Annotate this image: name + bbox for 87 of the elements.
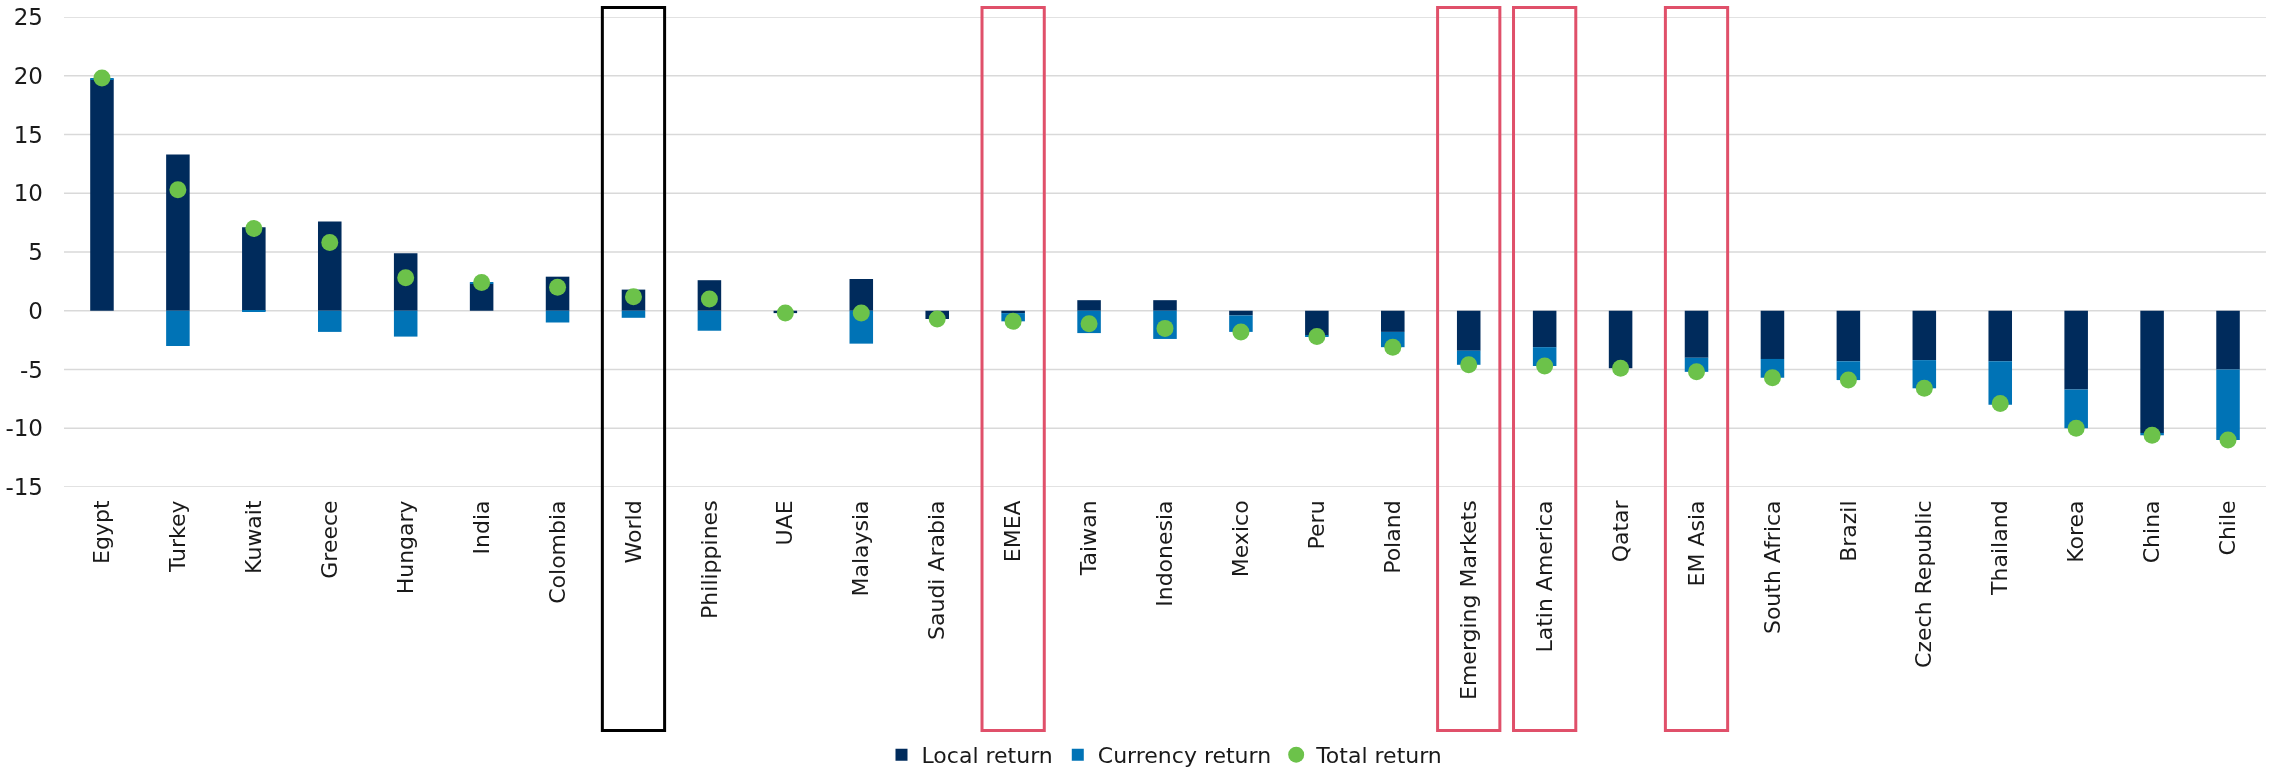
- x-tick-label: South Africa: [1759, 500, 1785, 635]
- point: [1612, 359, 1630, 377]
- point: [852, 304, 870, 322]
- x-tick-label: Taiwan: [1076, 500, 1102, 577]
- x-tick-label: EM Asia: [1683, 500, 1709, 587]
- bar: [1760, 310, 1785, 359]
- bar: [242, 227, 266, 311]
- x-tick-label: Latin America: [1531, 500, 1557, 653]
- x-tick-label: Mexico: [1228, 500, 1254, 578]
- x-tick-label: Poland: [1379, 500, 1405, 574]
- bar: [1456, 310, 1481, 351]
- bar: [1077, 300, 1101, 311]
- point: [1688, 363, 1706, 381]
- point: [2067, 419, 2085, 437]
- point: [1763, 369, 1781, 387]
- point: [1460, 356, 1478, 374]
- bar: [2216, 310, 2240, 370]
- x-tick-label: Thailand: [1987, 500, 2013, 596]
- x-tick-label: Emerging Markets: [1455, 500, 1481, 700]
- x-tick-label: Korea: [2063, 500, 2089, 563]
- point: [2143, 426, 2161, 444]
- x-tick-label: Qatar: [1607, 499, 1633, 563]
- bar: [545, 310, 570, 323]
- x-tick-label: Kuwait: [240, 500, 266, 574]
- point: [776, 304, 794, 322]
- point: [93, 69, 111, 87]
- y-tick-label: 20: [13, 62, 43, 89]
- y-tick-label: 25: [13, 4, 43, 31]
- y-tick-label: -10: [5, 415, 43, 442]
- bar: [317, 310, 342, 332]
- x-tick-label: Saudi Arabia: [924, 500, 950, 641]
- bar: [621, 310, 646, 318]
- bar: [90, 79, 114, 311]
- y-tick-label: 10: [13, 180, 43, 207]
- x-tick-label: Chile: [2215, 500, 2241, 556]
- point: [2219, 431, 2237, 449]
- point: [1004, 312, 1022, 330]
- bar: [2216, 369, 2240, 440]
- x-tick-label: China: [2139, 500, 2165, 564]
- legend-label: Local return: [921, 743, 1053, 769]
- x-tick-label: Greece: [316, 500, 342, 579]
- bar: [2064, 310, 2088, 390]
- bar: [166, 310, 190, 346]
- y-tick-label: -5: [20, 356, 43, 383]
- point: [321, 234, 339, 252]
- y-tick-label: -15: [5, 474, 43, 501]
- x-tick-label: World: [620, 500, 646, 564]
- point: [928, 310, 946, 328]
- point: [1915, 379, 1933, 397]
- point: [169, 181, 187, 199]
- y-tick-label: 15: [13, 121, 43, 148]
- point: [1232, 323, 1250, 341]
- bar: [1381, 310, 1405, 332]
- bar: [317, 221, 342, 311]
- legend-label: Currency return: [1097, 743, 1272, 769]
- y-tick-label: 5: [28, 239, 43, 266]
- point: [1991, 395, 2009, 413]
- x-tick-label: India: [468, 500, 494, 555]
- bar: [166, 154, 190, 311]
- x-tick-label: Philippines: [696, 500, 722, 619]
- bar: [1912, 310, 1937, 361]
- x-tick-label: Turkey: [165, 500, 191, 574]
- bar: [1836, 310, 1861, 362]
- bar: [1684, 310, 1709, 358]
- point: [245, 220, 263, 237]
- x-tick-label: Colombia: [544, 500, 570, 604]
- y-tick-label: 0: [28, 297, 43, 324]
- bar: [2140, 310, 2164, 433]
- x-tick-label: Malaysia: [848, 500, 874, 597]
- bar: [1532, 310, 1557, 348]
- bar: [697, 310, 722, 331]
- x-tick-label: Egypt: [89, 500, 115, 564]
- x-tick-label: Czech Republic: [1911, 500, 1937, 668]
- x-tick-label: Brazil: [1835, 500, 1861, 562]
- point: [1536, 357, 1554, 375]
- bar: [1153, 300, 1177, 311]
- bar: [393, 310, 418, 337]
- point: [1308, 328, 1326, 346]
- bar: [1988, 310, 2013, 362]
- x-tick-label: UAE: [772, 500, 798, 546]
- legend-label: Total return: [1315, 743, 1442, 769]
- point: [1384, 338, 1402, 356]
- x-tick-label: Indonesia: [1152, 500, 1178, 607]
- x-tick-label: Peru: [1304, 500, 1330, 550]
- point: [473, 274, 491, 292]
- x-tick-label: EMEA: [1000, 500, 1026, 563]
- x-tick-label: Hungary: [392, 500, 418, 595]
